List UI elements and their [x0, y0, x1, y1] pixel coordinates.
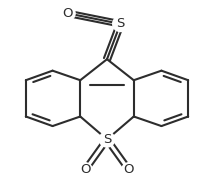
Circle shape [61, 6, 75, 21]
Text: O: O [124, 163, 134, 176]
Text: O: O [62, 7, 73, 20]
Text: S: S [103, 133, 111, 146]
Circle shape [113, 16, 128, 32]
Circle shape [122, 163, 136, 177]
Circle shape [99, 132, 115, 147]
Circle shape [78, 163, 92, 177]
Text: S: S [116, 17, 125, 30]
Text: O: O [80, 163, 90, 176]
